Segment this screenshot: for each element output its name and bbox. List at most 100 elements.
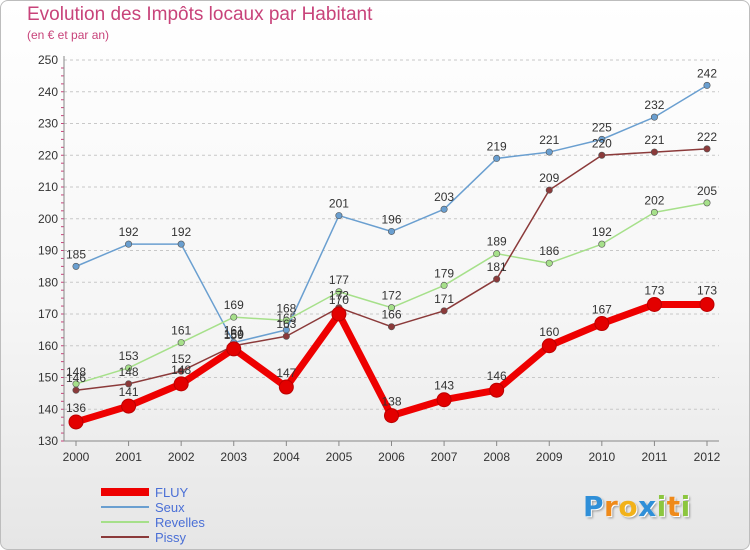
data-point-revelles xyxy=(703,199,711,207)
data-label-revelles: 189 xyxy=(487,235,507,249)
data-point-fluy xyxy=(121,398,137,414)
logo-letter: x xyxy=(638,490,657,523)
data-label-pissy: 152 xyxy=(171,352,191,366)
data-point-seux xyxy=(650,113,658,121)
legend-swatch xyxy=(101,506,149,508)
data-label-fluy: 160 xyxy=(539,325,559,339)
data-point-fluy xyxy=(436,392,452,408)
data-point-fluy xyxy=(226,341,242,357)
x-tick-label: 2005 xyxy=(326,450,353,464)
data-point-revelles xyxy=(545,259,553,267)
x-tick-label: 2007 xyxy=(431,450,458,464)
data-label-fluy: 159 xyxy=(224,328,244,342)
data-point-pissy xyxy=(545,186,553,194)
data-label-seux: 219 xyxy=(487,139,507,153)
data-point-pissy xyxy=(177,367,185,375)
legend-swatch xyxy=(101,521,149,523)
data-point-pissy xyxy=(72,386,80,394)
data-point-revelles xyxy=(282,316,290,324)
data-label-revelles: 192 xyxy=(592,225,612,239)
data-point-pissy xyxy=(598,151,606,159)
logo-letter: P xyxy=(583,490,605,523)
data-label-fluy: 173 xyxy=(644,283,664,297)
data-label-fluy: 136 xyxy=(66,401,86,415)
data-point-seux xyxy=(703,81,711,89)
data-point-fluy xyxy=(331,306,347,322)
data-label-seux: 196 xyxy=(381,212,401,226)
data-label-revelles: 172 xyxy=(381,289,401,303)
chart-title: Evolution des Impôts locaux par Habitant xyxy=(27,4,373,25)
data-label-pissy: 166 xyxy=(381,308,401,322)
data-label-pissy: 222 xyxy=(697,130,717,144)
data-label-pissy: 209 xyxy=(539,171,559,185)
data-point-seux xyxy=(335,212,343,220)
x-tick-label: 2006 xyxy=(378,450,405,464)
data-point-revelles xyxy=(650,208,658,216)
logo-letter: i xyxy=(680,490,691,523)
data-label-revelles: 168 xyxy=(276,301,296,315)
data-point-pissy xyxy=(650,148,658,156)
data-point-seux xyxy=(387,227,395,235)
x-tick-label: 2004 xyxy=(273,450,300,464)
data-label-fluy: 141 xyxy=(119,385,139,399)
data-point-pissy xyxy=(282,332,290,340)
data-point-seux xyxy=(72,262,80,270)
x-tick-label: 2009 xyxy=(536,450,563,464)
y-tick-label: 240 xyxy=(38,85,58,99)
data-label-pissy: 160 xyxy=(224,327,244,341)
data-label-seux: 192 xyxy=(119,225,139,239)
data-label-seux: 242 xyxy=(697,66,717,80)
data-point-revelles xyxy=(387,304,395,312)
data-point-fluy xyxy=(699,296,715,312)
data-label-revelles: 169 xyxy=(224,298,244,312)
x-tick-label: 2008 xyxy=(483,450,510,464)
chart-subtitle: (en € et par an) xyxy=(27,28,110,42)
data-label-revelles: 179 xyxy=(434,266,454,280)
data-label-seux: 203 xyxy=(434,190,454,204)
data-label-revelles: 177 xyxy=(329,273,349,287)
data-point-fluy xyxy=(173,376,189,392)
data-point-fluy xyxy=(384,408,399,424)
data-label-fluy: 138 xyxy=(381,395,401,409)
data-point-seux xyxy=(545,148,553,156)
logo-letter: o xyxy=(618,490,639,523)
y-tick-label: 160 xyxy=(38,339,58,353)
data-label-pissy: 163 xyxy=(276,317,296,331)
data-label-seux: 161 xyxy=(224,324,244,338)
y-tick-label: 190 xyxy=(38,244,58,258)
data-label-fluy: 147 xyxy=(276,366,296,380)
data-point-fluy xyxy=(68,414,84,430)
data-point-seux xyxy=(440,205,448,213)
legend-label: Pissy xyxy=(155,530,187,545)
y-tick-label: 170 xyxy=(38,307,58,321)
data-point-fluy xyxy=(489,382,505,398)
data-point-revelles xyxy=(177,339,185,347)
data-label-revelles: 186 xyxy=(539,244,559,258)
logo-letter: r xyxy=(604,490,619,523)
data-label-fluy: 170 xyxy=(329,293,349,307)
data-label-fluy: 167 xyxy=(592,303,612,317)
data-label-revelles: 153 xyxy=(119,349,139,363)
data-label-seux: 225 xyxy=(592,120,612,134)
data-point-fluy xyxy=(646,296,662,312)
data-point-fluy xyxy=(278,379,294,395)
data-point-pissy xyxy=(703,145,711,153)
x-tick-label: 2012 xyxy=(694,450,721,464)
y-tick-label: 210 xyxy=(38,180,58,194)
data-label-fluy: 143 xyxy=(434,379,454,393)
data-point-pissy xyxy=(387,323,395,331)
data-point-pissy xyxy=(440,307,448,315)
data-point-revelles xyxy=(440,281,448,289)
data-point-seux xyxy=(598,135,606,143)
legend-swatch xyxy=(101,536,149,538)
y-tick-label: 180 xyxy=(38,275,58,289)
data-label-pissy: 171 xyxy=(434,292,454,306)
data-point-fluy xyxy=(541,338,557,354)
y-tick-label: 230 xyxy=(38,117,58,131)
legend-label: FLUY xyxy=(155,485,189,500)
data-label-seux: 185 xyxy=(66,247,86,261)
data-point-pissy xyxy=(493,275,501,283)
x-tick-label: 2003 xyxy=(220,450,247,464)
data-point-revelles xyxy=(598,240,606,248)
